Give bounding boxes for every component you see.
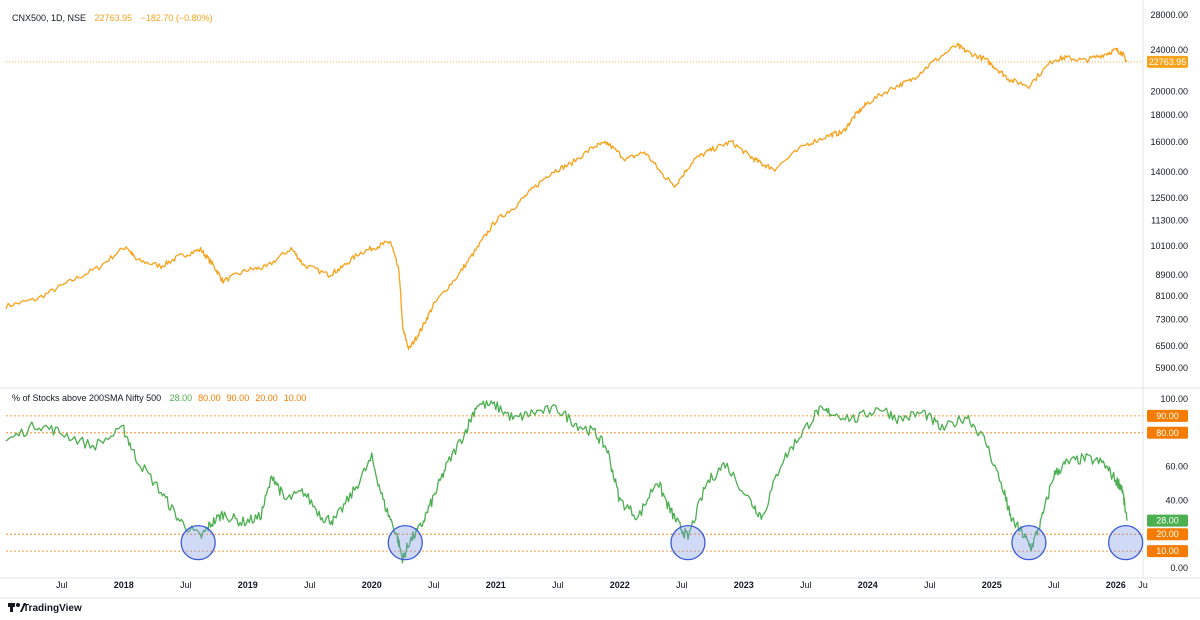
main-legend: CNX500, 1D, NSE 22763.95 −182.70 (−0.80%…	[12, 13, 213, 23]
time-tick-label: Jul	[552, 580, 564, 590]
indicator-legend-value: 20.00	[255, 393, 278, 403]
price-tick-label: 24000.00	[1150, 45, 1188, 55]
indicator-legend-value: 10.00	[284, 393, 307, 403]
tradingview-logo-icon	[8, 603, 26, 612]
highlight-circle	[1107, 525, 1144, 561]
indicator-badge-text: 10.00	[1156, 546, 1179, 556]
indicator-badge: 80.00	[1147, 426, 1188, 439]
indicator-tick-label: 60.00	[1165, 462, 1188, 472]
indicator-legend: % of Stocks above 200SMA Nifty 500 28.00…	[12, 393, 306, 403]
price-badge-bg	[1147, 55, 1188, 68]
price-tick-label: 10100.00	[1150, 241, 1188, 251]
last-value: 22763.95	[95, 13, 133, 23]
time-tick-label: 2026	[1106, 580, 1126, 590]
highlight-circle	[180, 525, 216, 561]
price-tick-label: 11300.00	[1151, 216, 1188, 226]
indicator-badge-bg	[1147, 528, 1188, 541]
highlight-circle	[670, 525, 706, 561]
price-badge: 22763.95	[1147, 55, 1188, 68]
indicator-series-line[interactable]	[5, 400, 1128, 564]
time-tick-label: Jul	[676, 580, 688, 590]
indicator-legend-value: 28.00	[170, 393, 193, 403]
time-tick-label: 2022	[610, 580, 630, 590]
indicator-badge-bg	[1147, 409, 1188, 422]
price-tick-label: 14000.00	[1150, 167, 1188, 177]
time-tick-label: 2019	[238, 580, 258, 590]
time-tick-label: Jul	[428, 580, 440, 590]
price-tick-label: 12500.00	[1150, 193, 1188, 203]
indicator-badge: 10.00	[1147, 545, 1188, 558]
indicator-tick-label: 0.00	[1170, 563, 1188, 573]
indicator-tick-label: 40.00	[1165, 495, 1188, 505]
indicator-badge: 28.00	[1147, 514, 1188, 527]
price-tick-label: 5900.00	[1155, 363, 1188, 373]
indicator-legend-value: 90.00	[227, 393, 250, 403]
price-tick-label: 8100.00	[1155, 291, 1188, 301]
time-tick-label: 2024	[858, 580, 878, 590]
time-tick-label: Jul	[924, 580, 936, 590]
indicator-legend-value: 80.00	[198, 393, 221, 403]
time-tick-label: Ju	[1138, 580, 1148, 590]
time-tick-label: 2020	[362, 580, 382, 590]
indicator-badge-bg	[1147, 426, 1188, 439]
value-badges: 22763.95 90.00 80.00 28.00 20.00 10.00	[1147, 55, 1188, 558]
time-tick-label: 2025	[982, 580, 1002, 590]
highlight-circle	[387, 525, 423, 561]
time-tick-label: Jul	[180, 580, 192, 590]
price-tick-label: 18000.00	[1150, 110, 1188, 120]
indicator-badge-text: 28.00	[1156, 516, 1179, 526]
price-tick-label: 6500.00	[1155, 341, 1188, 351]
symbol-label: CNX500, 1D, NSE	[12, 13, 86, 23]
indicator-title: % of Stocks above 200SMA Nifty 500	[12, 393, 161, 403]
time-tick-label: Jul	[56, 580, 68, 590]
time-tick-label: 2018	[114, 580, 134, 590]
tradingview-logo: TradingView	[8, 603, 82, 614]
indicator-tick-label: 100.00	[1160, 394, 1188, 404]
time-tick-label: 2021	[486, 580, 506, 590]
indicator-badge-bg	[1147, 514, 1188, 527]
price-tick-label: 7300.00	[1155, 315, 1188, 325]
highlight-circles	[180, 525, 1144, 561]
time-tick-label: Jul	[800, 580, 812, 590]
time-tick-label: Jul	[304, 580, 316, 590]
price-tick-label: 8900.00	[1155, 270, 1188, 280]
price-tick-label: 20000.00	[1150, 86, 1188, 96]
indicator-badge-text: 90.00	[1156, 411, 1179, 421]
series-layer	[5, 42, 1128, 564]
indicator-levels	[6, 61, 1143, 552]
tradingview-text: TradingView	[23, 603, 82, 614]
indicator-badge: 90.00	[1147, 409, 1188, 422]
price-tick-label: 16000.00	[1150, 137, 1188, 147]
indicator-badge-text: 80.00	[1156, 428, 1179, 438]
change-value: −182.70 (−0.80%)	[141, 13, 213, 23]
axes-layer	[0, 0, 1200, 599]
price-series-line[interactable]	[5, 42, 1128, 351]
time-tick-label: 2023	[734, 580, 754, 590]
tick-labels: 28000.00 24000.00 20000.00 18000.00 16000.00…	[56, 10, 1188, 590]
indicator-badge-text: 20.00	[1156, 529, 1179, 539]
price-badge-text: 22763.95	[1149, 57, 1187, 67]
time-tick-label: Jul	[1048, 580, 1060, 590]
price-tick-label: 28000.00	[1150, 10, 1188, 20]
indicator-badge: 20.00	[1147, 528, 1188, 541]
indicator-badge-bg	[1147, 545, 1188, 558]
highlight-circle	[1011, 525, 1047, 561]
